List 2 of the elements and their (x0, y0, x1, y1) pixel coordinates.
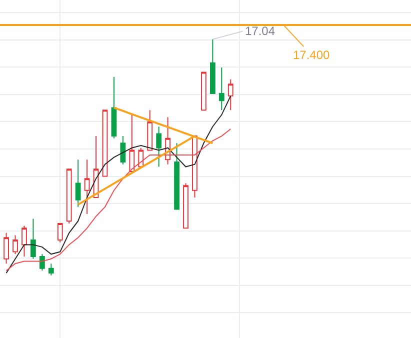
text: 17.04 (245, 24, 276, 38)
text: 17.400 (293, 48, 330, 62)
